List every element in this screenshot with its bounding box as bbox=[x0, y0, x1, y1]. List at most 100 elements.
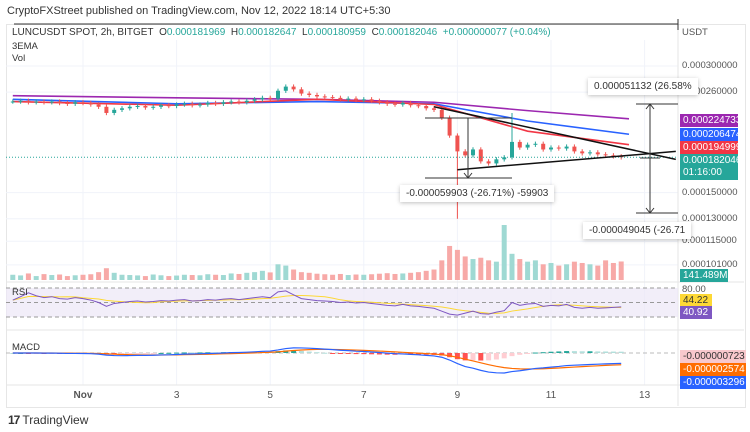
volume-bar bbox=[228, 273, 234, 280]
macd-histogram-bar bbox=[306, 351, 312, 353]
volume-bar bbox=[517, 259, 523, 280]
time-tick: Nov bbox=[73, 390, 93, 401]
triangle-trendline bbox=[457, 150, 676, 171]
macd-histogram-bar bbox=[158, 352, 164, 354]
volume-bar bbox=[267, 272, 273, 280]
volume-bar bbox=[486, 260, 492, 280]
volume-bar bbox=[205, 274, 211, 280]
macd-tag: -0.000003296 bbox=[680, 376, 746, 389]
candle-body bbox=[572, 146, 577, 152]
candle-body bbox=[166, 105, 171, 107]
macd-title[interactable]: MACD bbox=[12, 342, 40, 353]
volume-bar bbox=[135, 275, 141, 280]
volume-bar bbox=[501, 225, 507, 280]
macd-histogram-bar bbox=[369, 353, 375, 355]
volume-bar bbox=[384, 273, 390, 280]
macd-line bbox=[12, 347, 622, 374]
volume-bar bbox=[88, 274, 94, 280]
rsi-line bbox=[12, 290, 622, 316]
rsi-ma-line bbox=[12, 294, 622, 314]
candle-body bbox=[88, 103, 93, 105]
candle-body bbox=[408, 103, 413, 106]
brand-name: TradingView bbox=[22, 413, 89, 427]
candle-body bbox=[455, 135, 460, 152]
macd-histogram-bar bbox=[610, 351, 616, 353]
open-value: 0.000181969 bbox=[166, 27, 226, 38]
candle-body bbox=[151, 106, 156, 108]
last-price: 0.000182046 bbox=[683, 155, 742, 166]
macd-histogram-bar bbox=[189, 352, 195, 354]
measure-arrow-icon bbox=[463, 172, 473, 179]
candle-body bbox=[494, 159, 499, 164]
volume-bar bbox=[587, 264, 593, 280]
volume-bar bbox=[337, 273, 343, 280]
volume-bar bbox=[174, 275, 180, 280]
candle-body bbox=[556, 147, 561, 149]
macd-histogram-bar bbox=[478, 353, 484, 361]
candle-body bbox=[42, 101, 46, 103]
candle-body bbox=[159, 105, 163, 107]
measure-label-upper: 0.000051132 (26.58% bbox=[588, 78, 698, 95]
candle-body bbox=[127, 106, 132, 109]
volume-bar bbox=[478, 257, 484, 280]
volume-bar bbox=[252, 272, 258, 280]
time-tick: 13 bbox=[639, 390, 651, 401]
volume-bar bbox=[603, 260, 609, 280]
candle-body bbox=[580, 151, 585, 154]
macd-signal-line bbox=[12, 348, 622, 370]
volume-bar bbox=[49, 275, 55, 280]
volume-bar bbox=[392, 273, 398, 280]
candle-body bbox=[205, 103, 210, 105]
indicator-vol[interactable]: Vol bbox=[12, 53, 26, 64]
candle-body bbox=[120, 108, 124, 110]
indicator-3ema[interactable]: 3EMA bbox=[12, 41, 38, 52]
tradingview-logo[interactable]: 17 TradingView bbox=[8, 413, 88, 427]
candle-body bbox=[541, 143, 546, 150]
volume-bar bbox=[400, 273, 406, 280]
volume-bar bbox=[579, 262, 585, 280]
macd-histogram-bar bbox=[587, 351, 593, 353]
volume-bar bbox=[220, 275, 226, 280]
candle-body bbox=[502, 157, 507, 160]
macd-histogram-bar bbox=[462, 353, 468, 361]
macd-histogram-bar bbox=[532, 352, 538, 354]
time-tick: 3 bbox=[173, 390, 180, 401]
price-tick: 0.000260000 bbox=[682, 86, 738, 98]
macd-histogram-bar bbox=[525, 353, 531, 354]
macd-histogram-bar bbox=[571, 351, 577, 353]
volume-bar bbox=[431, 269, 437, 280]
symbol-title: LUNCUSDT SPOT, 2h, BITGET bbox=[12, 27, 154, 38]
macd-histogram-bar bbox=[353, 353, 359, 355]
candle-body bbox=[322, 96, 327, 98]
macd-histogram-bar bbox=[384, 353, 390, 355]
volume-bar bbox=[283, 265, 289, 280]
candle-body bbox=[291, 86, 296, 90]
volume-bar bbox=[353, 274, 359, 280]
candle-body bbox=[268, 97, 273, 99]
volume-bar bbox=[96, 272, 102, 280]
ema-purple-tag: 0.000224733 bbox=[680, 114, 741, 127]
candle-body bbox=[478, 149, 483, 162]
macd-histogram-bar bbox=[291, 350, 297, 353]
macd-histogram-bar bbox=[486, 353, 492, 361]
candle-body bbox=[198, 104, 202, 106]
macd-histogram-bar bbox=[501, 353, 507, 359]
volume-bar bbox=[236, 273, 242, 280]
volume-bar bbox=[213, 274, 219, 280]
candle-body bbox=[244, 100, 249, 103]
volume-bar bbox=[80, 274, 86, 280]
candle-body bbox=[229, 101, 234, 103]
last-price-tag: 0.000182046 01:16:00 bbox=[680, 154, 742, 180]
volume-bar bbox=[33, 276, 39, 280]
volume-bar bbox=[57, 274, 63, 280]
macd-histogram-bar bbox=[361, 353, 367, 355]
candle-body bbox=[338, 97, 343, 100]
price-tick: 0.000130000 bbox=[682, 212, 738, 224]
macd-histogram-bar bbox=[119, 353, 125, 355]
volume-bar bbox=[10, 274, 16, 280]
volume-bar bbox=[564, 264, 570, 280]
volume-bar bbox=[150, 274, 156, 280]
rsi-title[interactable]: RSI bbox=[12, 287, 28, 298]
candle-body bbox=[463, 151, 468, 156]
